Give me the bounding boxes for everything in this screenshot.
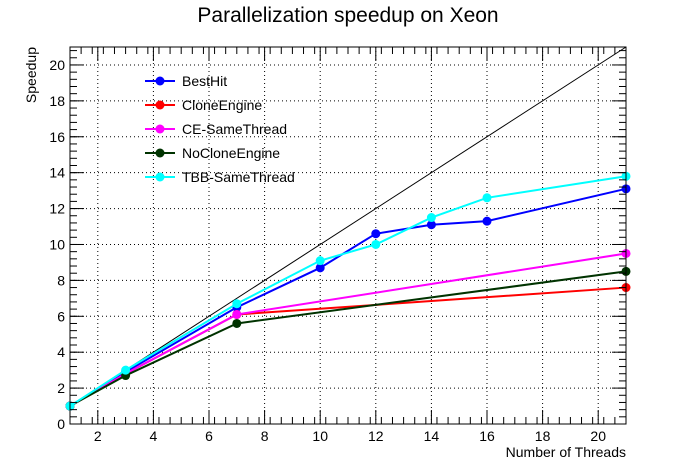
series-cloneengine	[65, 283, 631, 411]
data-point	[315, 256, 325, 266]
y-tick-label: 14	[49, 165, 65, 181]
legend-label: CloneEngine	[182, 97, 262, 113]
y-tick-label: 18	[49, 93, 65, 109]
grid-lines	[70, 47, 626, 424]
data-point	[121, 365, 131, 375]
legend-item: BestHit	[145, 73, 227, 89]
legend: BestHit CloneEngine CE-SameThread NoCloneEn…	[145, 73, 295, 185]
legend-swatch-marker	[155, 76, 165, 86]
y-tick-label: 4	[57, 344, 65, 360]
x-tick-label: 14	[424, 428, 440, 444]
reference-line	[69, 46, 627, 407]
x-tick-label: 8	[261, 428, 269, 444]
y-axis-title: Speedup	[23, 47, 39, 103]
legend-label: NoCloneEngine	[182, 145, 280, 161]
x-tick-label: 20	[590, 428, 606, 444]
y-tick-label: 6	[57, 308, 65, 324]
data-point	[232, 318, 242, 328]
x-tick-label: 12	[368, 428, 384, 444]
legend-label: BestHit	[182, 73, 227, 89]
legend-swatch-marker	[155, 148, 165, 158]
legend-swatch-marker	[155, 172, 165, 182]
x-tick-label: 18	[535, 428, 551, 444]
data-point	[232, 299, 242, 309]
data-point	[371, 229, 381, 239]
y-tick-label: 20	[49, 57, 65, 73]
y-tick-label: 10	[49, 236, 65, 252]
data-point	[482, 193, 492, 203]
series-ce-samethread	[65, 248, 631, 411]
legend-item: CloneEngine	[145, 97, 262, 113]
x-axis-title: Number of Threads	[506, 444, 626, 460]
data-point	[482, 216, 492, 226]
series-nocloneengine	[65, 266, 631, 411]
ideal-speedup-line	[69, 46, 627, 407]
x-tick-label: 2	[94, 428, 102, 444]
y-tick-label: 12	[49, 201, 65, 217]
legend-label: CE-SameThread	[182, 121, 287, 137]
data-point	[371, 239, 381, 249]
data-point	[426, 220, 436, 230]
series-layer	[65, 171, 631, 411]
legend-item: TBB-SameThread	[145, 169, 295, 185]
y-tick-label: 8	[57, 272, 65, 288]
x-tick-label: 16	[479, 428, 495, 444]
legend-item: NoCloneEngine	[145, 145, 280, 161]
x-tick-label: 4	[150, 428, 158, 444]
legend-swatch-marker	[155, 100, 165, 110]
data-point	[315, 263, 325, 273]
series-tbb-samethread	[65, 171, 631, 411]
data-point	[232, 309, 242, 319]
data-point	[426, 213, 436, 223]
y-tick-label: 16	[49, 129, 65, 145]
series-line	[69, 187, 627, 407]
series-line	[69, 175, 627, 407]
y-tick-label: 2	[57, 380, 65, 396]
y-tick-label: 0	[57, 416, 65, 432]
x-tick-label: 10	[312, 428, 328, 444]
legend-swatch-marker	[155, 124, 165, 134]
axes: 0 2 4 6 8 10 12 14 16 18 20 2 4 6 8 10 12 14 16 18 20	[49, 47, 627, 444]
legend-item: CE-SameThread	[145, 121, 287, 137]
legend-label: TBB-SameThread	[182, 169, 295, 185]
series-line	[69, 270, 627, 407]
x-tick-label: 6	[205, 428, 213, 444]
chart-title: Parallelization speedup on Xeon	[197, 4, 498, 27]
